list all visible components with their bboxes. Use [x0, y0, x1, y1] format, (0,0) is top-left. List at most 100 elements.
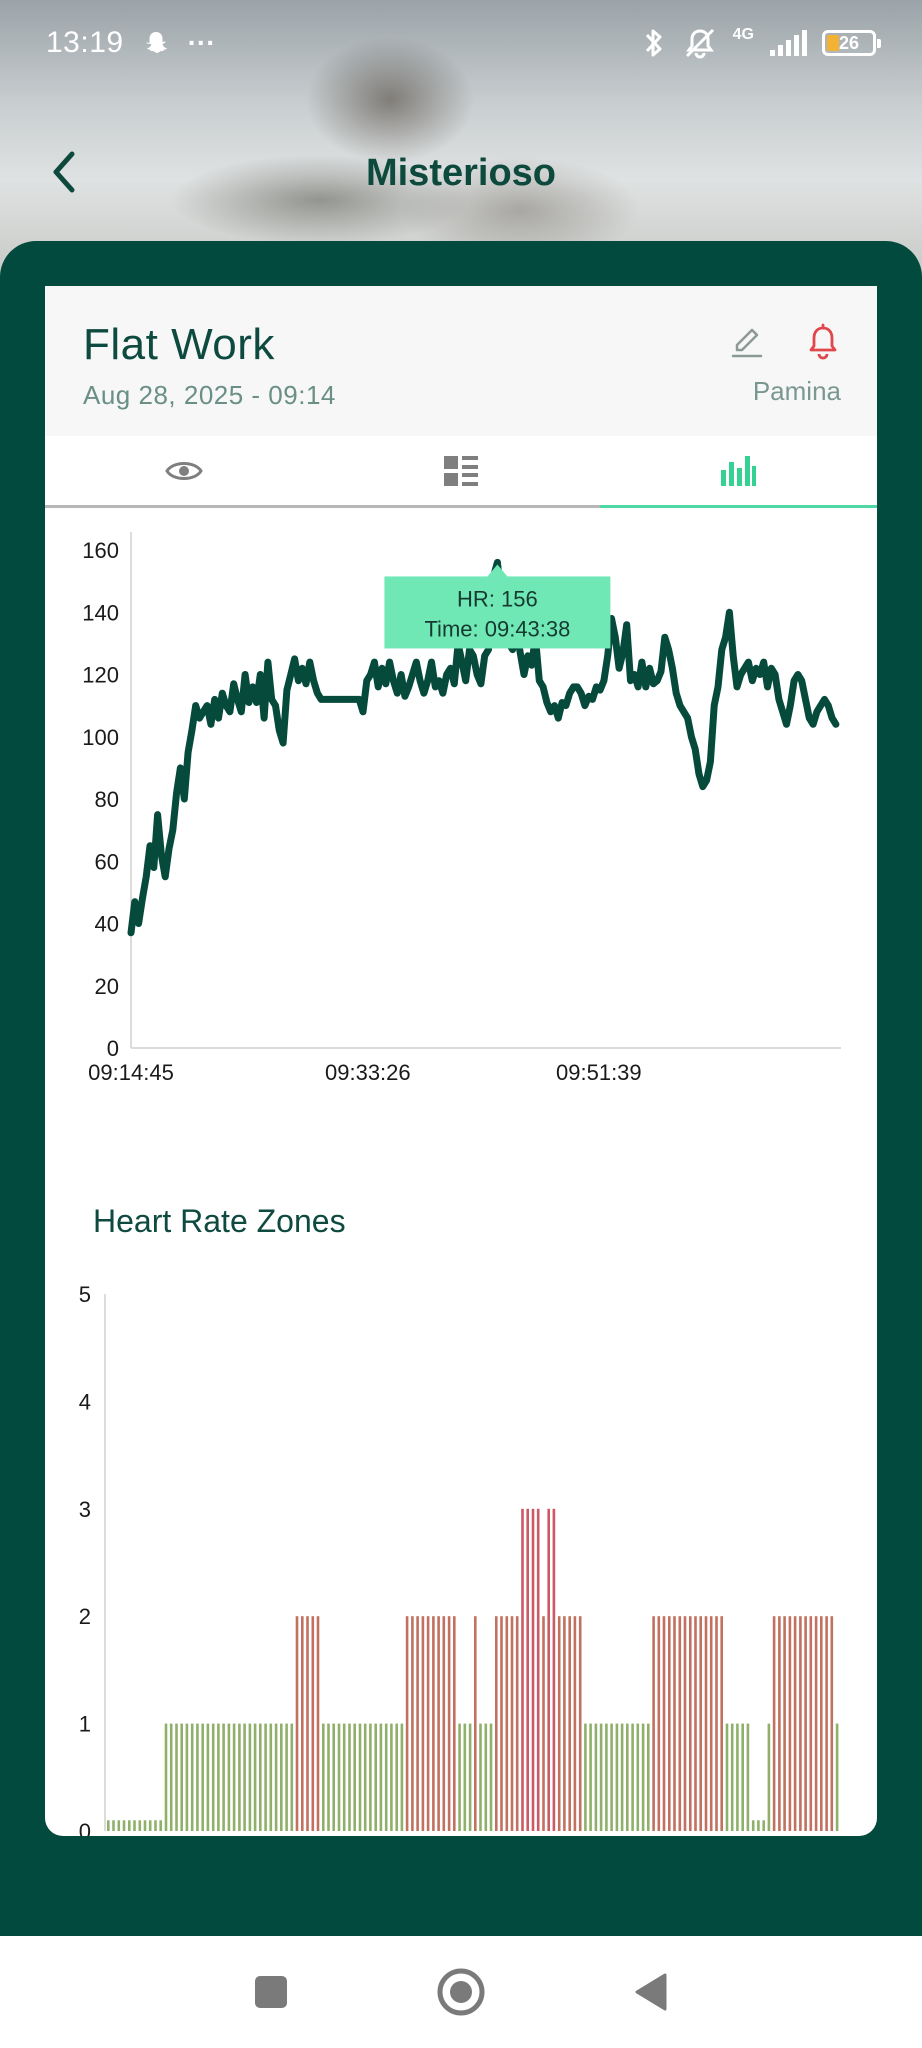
- zone-bar: [332, 1723, 335, 1831]
- hr-y-tick-label: 80: [95, 787, 119, 812]
- zones-y-tick-label: 4: [79, 1389, 91, 1414]
- zone-bar: [122, 1820, 126, 1831]
- zone-bar: [107, 1820, 110, 1831]
- zone-bar: [720, 1616, 723, 1831]
- zone-bar: [515, 1616, 519, 1831]
- hr-y-tick-label: 20: [95, 974, 119, 999]
- tab-details[interactable]: [322, 436, 599, 505]
- zone-bar: [159, 1820, 162, 1831]
- zone-bar: [400, 1723, 404, 1831]
- zone-bar: [762, 1820, 765, 1831]
- zone-bar: [835, 1723, 839, 1831]
- tab-overview[interactable]: [45, 436, 322, 505]
- hr-x-tick-label: 09:33:26: [325, 1060, 411, 1085]
- zone-bar: [269, 1723, 273, 1831]
- hr-tooltip-pointer: [487, 564, 508, 577]
- zone-bar: [647, 1723, 650, 1831]
- zone-bar: [416, 1616, 419, 1831]
- recents-button[interactable]: [241, 1962, 301, 2022]
- vibrate-muted-icon: [685, 28, 714, 59]
- zone-bar: [363, 1723, 367, 1831]
- home-button[interactable]: [431, 1962, 491, 2022]
- zone-bar: [190, 1723, 194, 1831]
- hr-y-tick-label: 60: [95, 849, 119, 874]
- zone-bar: [599, 1723, 603, 1831]
- zone-bar: [206, 1723, 210, 1831]
- zone-bar: [673, 1616, 676, 1831]
- zone-bar: [133, 1820, 136, 1831]
- activity-date: Aug 28, 2025 - 09:14: [83, 380, 336, 410]
- rider-name: Pamina: [752, 376, 841, 406]
- zone-bar: [521, 1508, 524, 1831]
- triangle-back-icon: [635, 1973, 667, 2011]
- zone-bar: [217, 1723, 220, 1831]
- zone-bar: [128, 1820, 131, 1831]
- zone-bar: [348, 1723, 351, 1831]
- zone-bar: [196, 1723, 199, 1831]
- zone-bar: [264, 1723, 267, 1831]
- square-nav-icon: [255, 1976, 287, 2008]
- zone-bar: [552, 1508, 556, 1831]
- system-navigation-bar: [0, 1936, 922, 2048]
- zone-bar: [820, 1616, 823, 1831]
- eye-icon: [164, 461, 203, 480]
- zone-bar: [500, 1616, 503, 1831]
- zone-bar: [557, 1616, 561, 1831]
- zone-bar: [668, 1616, 671, 1831]
- zones-chart-title: Heart Rate Zones: [93, 1203, 346, 1239]
- zone-bar: [248, 1723, 252, 1831]
- zone-bar: [138, 1820, 142, 1831]
- heart-rate-zones-bar-chart[interactable]: 0 1 2 3 4 5: [45, 1276, 877, 1836]
- zone-bar: [678, 1616, 682, 1831]
- zone-bar: [369, 1723, 372, 1831]
- back-nav-button[interactable]: [621, 1962, 681, 2022]
- zone-bar: [322, 1723, 325, 1831]
- zone-bar: [479, 1723, 482, 1831]
- zones-y-tick-label: 3: [79, 1497, 91, 1522]
- zone-bar: [232, 1723, 236, 1831]
- zone-bar: [453, 1616, 456, 1831]
- zone-bar: [704, 1616, 708, 1831]
- hr-series-line: [127, 558, 840, 937]
- zone-bar: [169, 1723, 173, 1831]
- zone-bar: [542, 1616, 545, 1831]
- zones-y-tick-label: 5: [79, 1282, 91, 1307]
- zone-bar: [301, 1616, 304, 1831]
- zone-bar: [353, 1723, 356, 1831]
- zone-bar: [725, 1723, 729, 1831]
- zone-bar: [563, 1616, 566, 1831]
- zone-bar: [458, 1723, 461, 1831]
- zone-bar: [253, 1723, 257, 1831]
- hr-y-tick-label: 120: [82, 663, 119, 688]
- hr-tooltip-value: HR: 156: [457, 586, 538, 611]
- bell-alert-icon[interactable]: [803, 322, 843, 362]
- zone-bar: [495, 1616, 498, 1831]
- zone-bar: [484, 1723, 488, 1831]
- battery-icon: 26: [822, 30, 881, 56]
- zone-bar: [342, 1723, 346, 1831]
- zone-bar: [280, 1723, 283, 1831]
- zone-bar: [358, 1723, 362, 1831]
- snapchat-notification-icon: [145, 32, 167, 53]
- zone-bar: [379, 1723, 383, 1831]
- edit-pencil-icon[interactable]: [727, 322, 767, 362]
- zone-bar: [594, 1723, 598, 1831]
- zone-bar: [751, 1820, 755, 1831]
- hr-y-tick-label: 100: [82, 725, 119, 750]
- chevron-left-icon: [53, 151, 75, 193]
- back-button[interactable]: [36, 144, 92, 200]
- zone-bar: [757, 1820, 760, 1831]
- zone-bar: [610, 1723, 613, 1831]
- zone-bar: [573, 1616, 577, 1831]
- bar-chart-icon: [721, 455, 757, 486]
- activity-header: Flat Work Aug 28, 2025 - 09:14 Pamina: [45, 286, 877, 436]
- tab-charts[interactable]: [600, 436, 877, 505]
- bluetooth-icon: [645, 29, 662, 57]
- battery-level: 26: [838, 32, 860, 53]
- zone-bar: [767, 1723, 771, 1831]
- zone-bar: [662, 1616, 666, 1831]
- heart-rate-line-chart[interactable]: 0 20 40 60 80 100 120 140 160 09:14:45 09:33:26 09:…: [45, 508, 877, 1108]
- hr-tooltip: HR: 156 Time: 09:43:38: [384, 564, 611, 649]
- zone-bar: [641, 1723, 645, 1831]
- list-detail-icon: [443, 455, 478, 486]
